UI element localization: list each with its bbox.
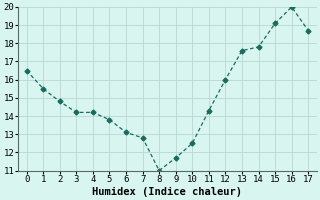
X-axis label: Humidex (Indice chaleur): Humidex (Indice chaleur)	[92, 186, 243, 197]
